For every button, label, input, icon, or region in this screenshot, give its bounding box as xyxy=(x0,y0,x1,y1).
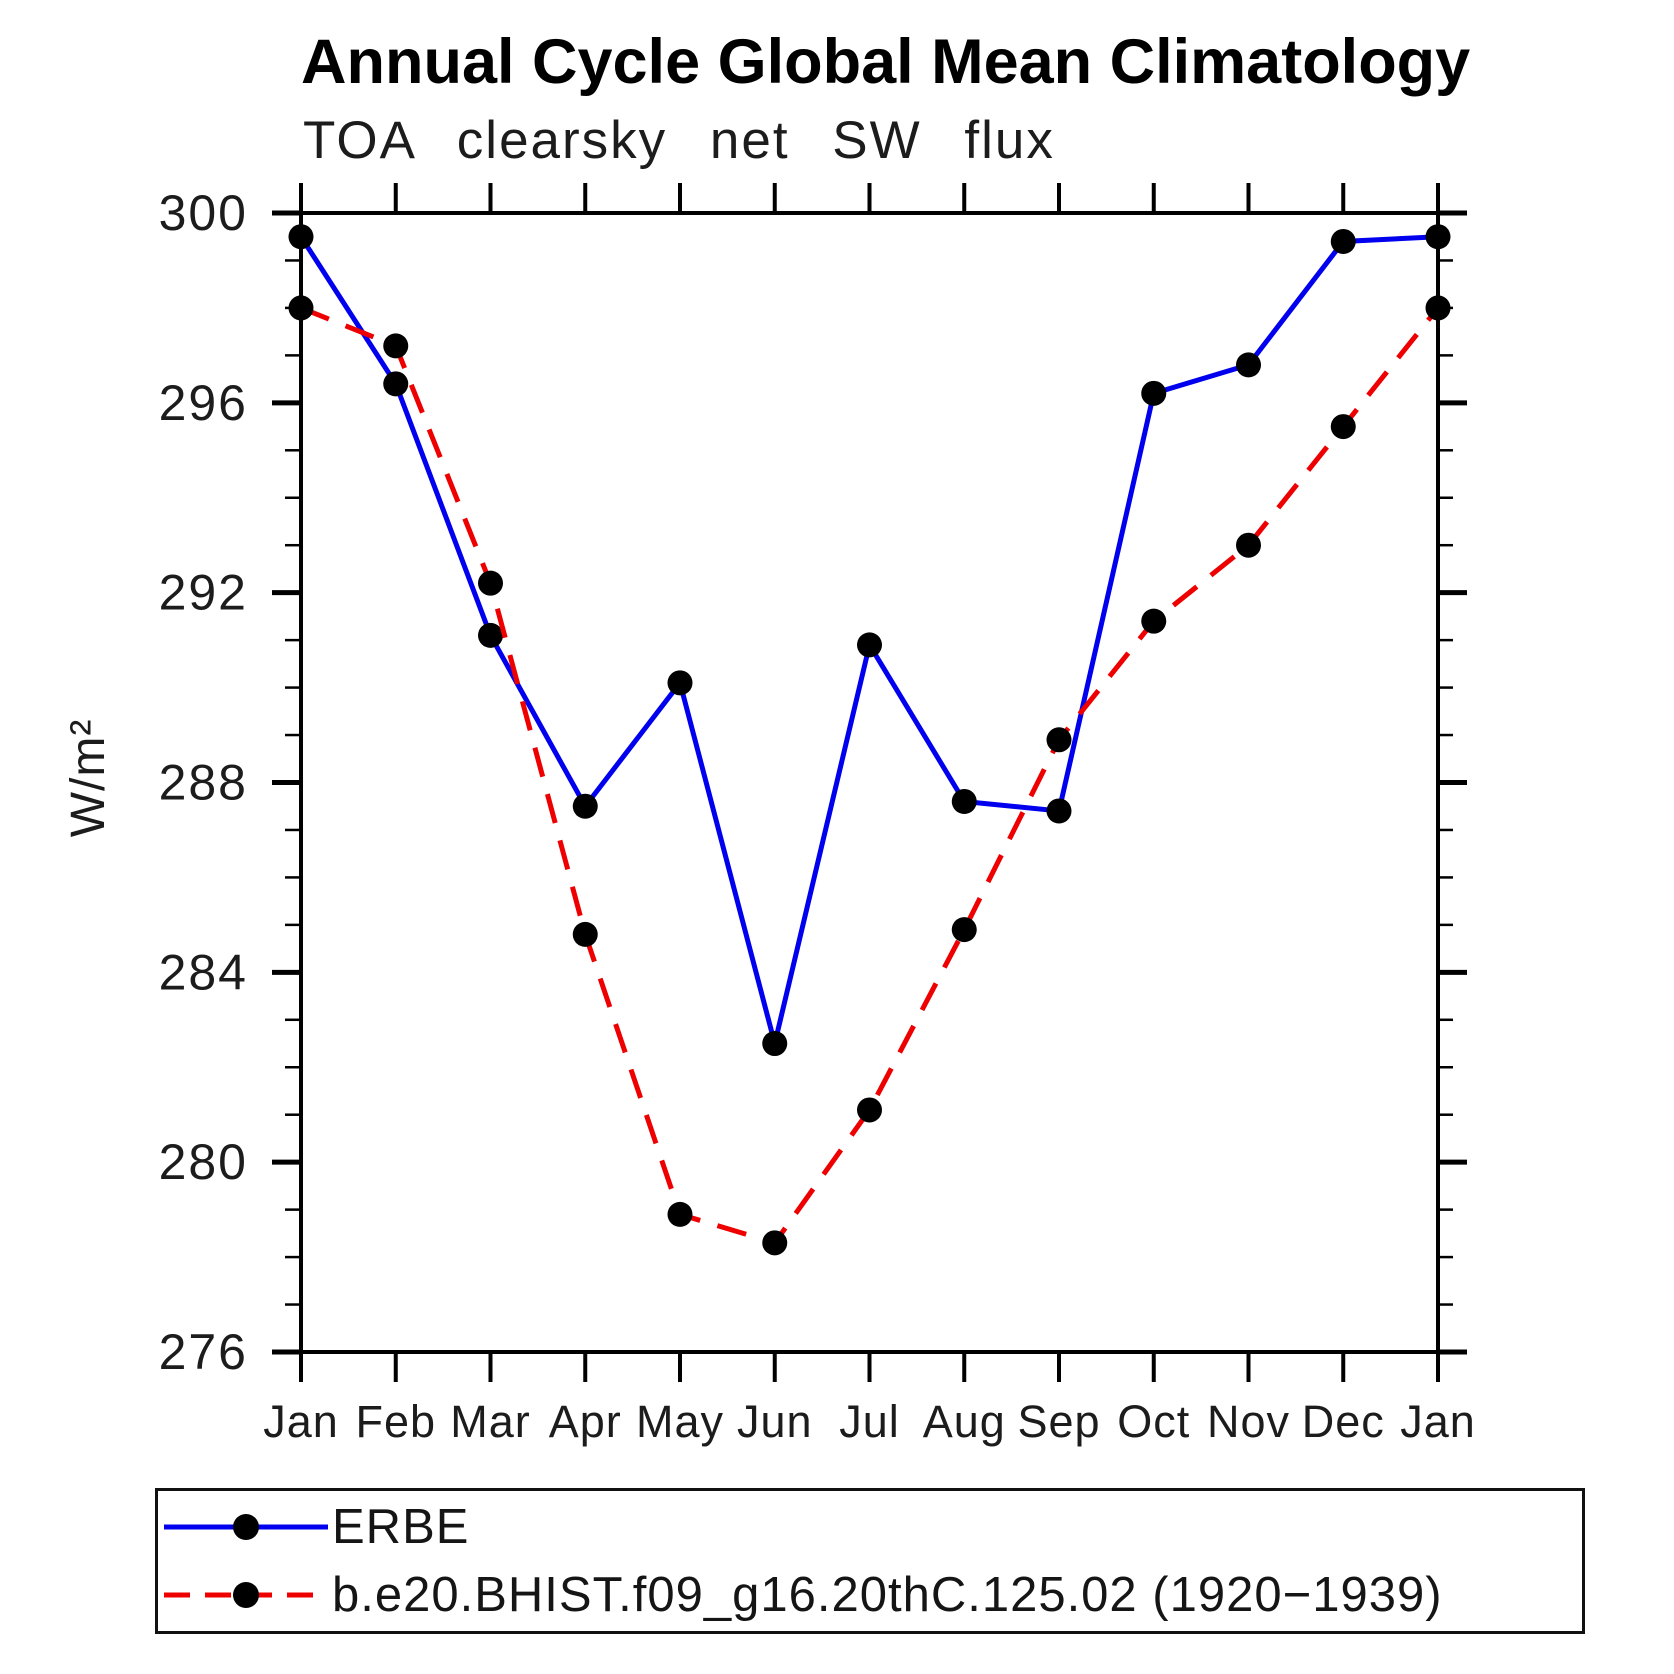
x-tick-label: May xyxy=(636,1396,724,1447)
y-tick-label: 292 xyxy=(159,565,248,621)
y-tick-label: 300 xyxy=(159,185,248,241)
x-tick-label: Jan xyxy=(263,1396,339,1447)
data-point-marker xyxy=(857,632,882,658)
data-point-marker xyxy=(1236,532,1261,558)
x-tick-label: Mar xyxy=(450,1396,531,1447)
data-point-marker xyxy=(1046,727,1072,753)
x-tick-label: Sep xyxy=(1017,1396,1100,1447)
x-tick-label: Jan xyxy=(1400,1396,1476,1447)
data-point-marker xyxy=(572,793,598,819)
data-point-marker xyxy=(1330,228,1356,254)
legend-item-model: b.e20.BHIST.f09_g16.20thC.125.02 (1920−1… xyxy=(160,1560,1443,1630)
data-point-marker xyxy=(1425,224,1451,250)
data-point-marker xyxy=(288,295,314,321)
data-point-marker xyxy=(383,333,409,359)
data-point-marker xyxy=(383,371,409,397)
data-point-marker xyxy=(572,921,598,947)
x-tick-label: Jun xyxy=(737,1396,813,1447)
legend-sample-marker xyxy=(233,1582,259,1608)
data-point-marker xyxy=(951,917,977,943)
x-tick-label: Aug xyxy=(923,1396,1006,1447)
data-point-marker xyxy=(1046,798,1072,824)
x-tick-label: Apr xyxy=(549,1396,622,1447)
y-tick-label: 276 xyxy=(159,1324,248,1380)
legend-box: ERBE b.e20.BHIST.f09_g16.20thC.125.02 (1… xyxy=(155,1488,1585,1634)
y-tick-label: 296 xyxy=(159,375,248,431)
data-point-marker xyxy=(478,622,503,648)
data-point-marker xyxy=(667,1201,693,1227)
data-point-marker xyxy=(762,1031,788,1057)
x-tick-label: Nov xyxy=(1207,1396,1290,1447)
legend-sample-marker xyxy=(233,1514,259,1540)
x-tick-label: Dec xyxy=(1302,1396,1385,1447)
legend-item-erbe: ERBE xyxy=(160,1492,469,1562)
chart-title: Annual Cycle Global Mean Climatology xyxy=(301,27,1471,97)
legend-label-erbe: ERBE xyxy=(332,1500,470,1554)
erbe-line-sample xyxy=(164,1514,328,1540)
data-point-marker xyxy=(478,570,503,596)
chart-subtitle: TOA clearsky net SW flux xyxy=(303,111,1055,170)
y-tick-label: 284 xyxy=(159,944,248,1000)
y-tick-label: 288 xyxy=(159,755,248,811)
data-point-marker xyxy=(667,670,693,696)
data-point-marker xyxy=(1141,380,1167,406)
data-point-marker xyxy=(288,224,314,250)
plot-frame xyxy=(299,211,1440,1354)
data-point-marker xyxy=(762,1230,788,1256)
y-axis-title: W/m² xyxy=(62,719,115,838)
legend-label-model: b.e20.BHIST.f09_g16.20thC.125.02 (1920−1… xyxy=(332,1568,1443,1622)
data-point-marker xyxy=(857,1097,882,1123)
data-point-marker xyxy=(951,788,977,814)
x-tick-label: Oct xyxy=(1117,1396,1190,1447)
data-point-marker xyxy=(1236,352,1261,378)
data-point-marker xyxy=(1330,414,1356,440)
model-line-sample xyxy=(164,1582,328,1608)
data-point-marker xyxy=(1141,608,1167,634)
x-tick-label: Feb xyxy=(355,1396,436,1447)
data-point-marker xyxy=(1425,295,1451,321)
x-tick-label: Jul xyxy=(839,1396,900,1447)
y-tick-label: 280 xyxy=(159,1134,248,1190)
